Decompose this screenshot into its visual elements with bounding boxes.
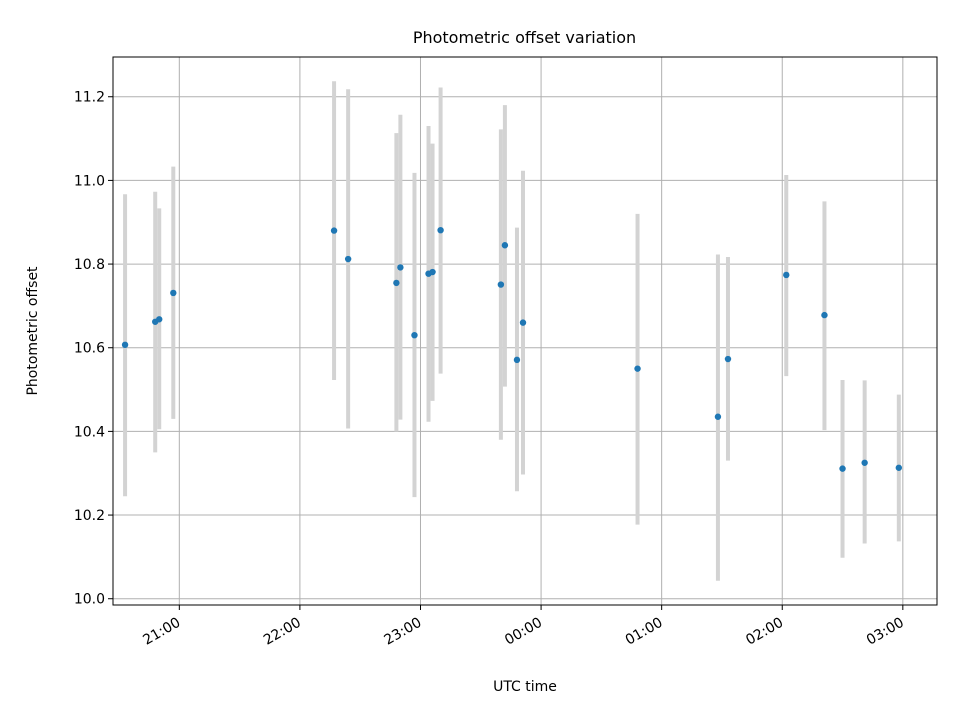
y-tick-label: 11.0 [74, 173, 105, 189]
data-point [861, 459, 868, 466]
data-point [411, 331, 418, 339]
data-point [519, 319, 527, 326]
data-point [437, 226, 444, 234]
data-points [121, 226, 903, 472]
data-point [501, 242, 509, 249]
y-tick-label: 10.8 [74, 257, 105, 273]
data-point [724, 355, 732, 363]
y-axis-label: Photometric offset [25, 266, 41, 396]
x-axis-label: UTC time [493, 679, 557, 695]
y-tick-label: 10.2 [74, 508, 105, 524]
data-point [497, 281, 505, 288]
grid [113, 57, 937, 605]
data-point [714, 413, 722, 420]
data-point [429, 268, 436, 276]
data-point [344, 255, 352, 263]
y-tick-label: 11.2 [74, 90, 105, 106]
data-point [330, 227, 338, 234]
y-tick-label: 10.0 [74, 592, 105, 608]
chart-title: Photometric offset variation [413, 28, 636, 47]
data-point [821, 311, 828, 319]
data-point [634, 365, 641, 372]
data-point [121, 341, 129, 349]
y-tick-label: 10.4 [74, 424, 105, 440]
data-point [783, 271, 790, 279]
data-point [839, 465, 846, 472]
data-point [513, 356, 521, 364]
data-point [156, 316, 163, 323]
data-point [895, 464, 903, 471]
y-tick-label: 10.6 [74, 341, 105, 357]
plot-area-frame [112, 56, 938, 606]
data-point [170, 289, 177, 297]
data-point [393, 279, 400, 287]
data-point [397, 264, 404, 271]
